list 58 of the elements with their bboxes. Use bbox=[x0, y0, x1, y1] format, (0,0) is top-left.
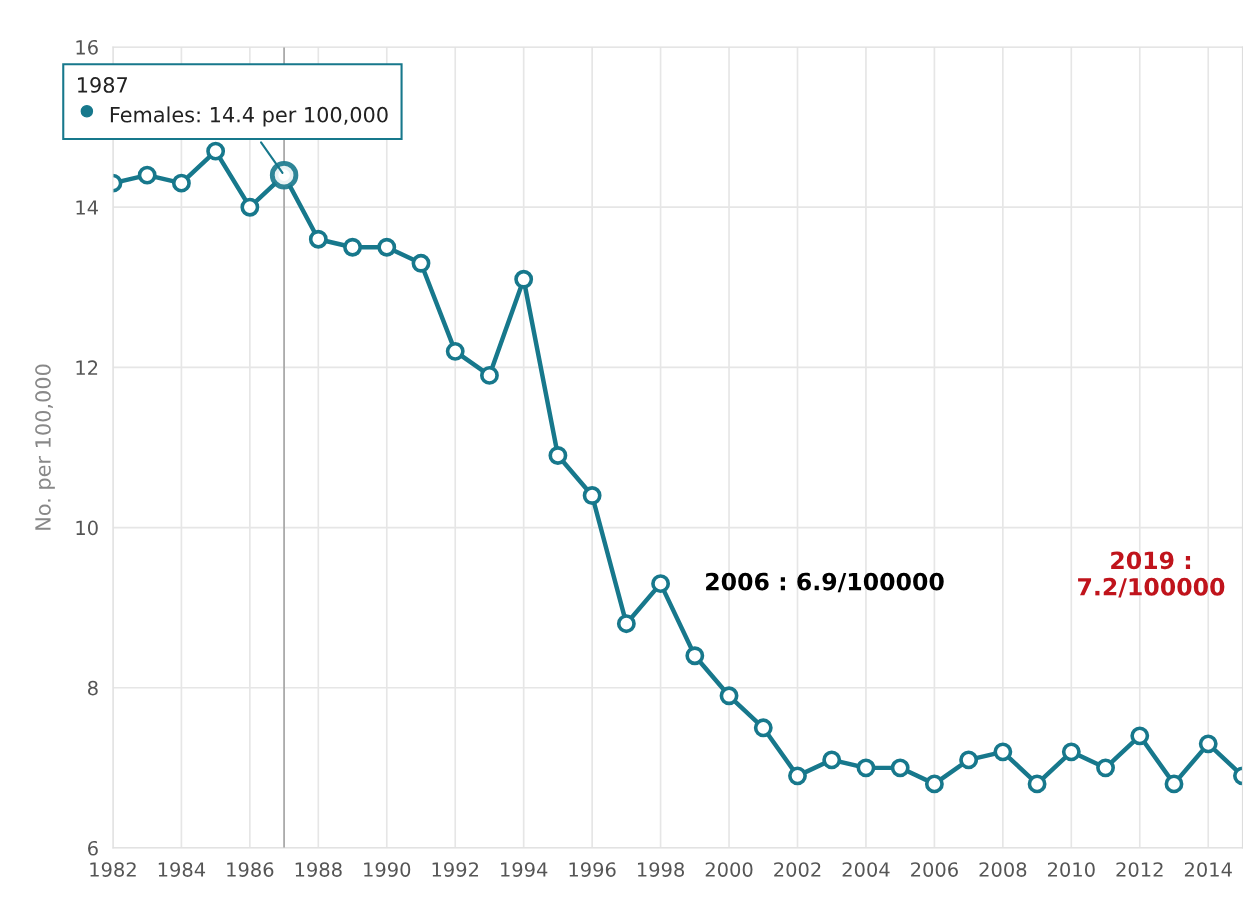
x-tick-label: 2012 bbox=[1116, 862, 1163, 877]
x-tick-label: 1982 bbox=[90, 862, 136, 877]
point bbox=[514, 269, 534, 289]
point bbox=[1164, 774, 1184, 794]
annotation: 1987 Females: 14.4 per 100,000 bbox=[78, 77, 388, 127]
x-tick-label: 1996 bbox=[569, 862, 616, 877]
annotation: 2019 : 7.2/100000 bbox=[1078, 551, 1225, 598]
x-tick-label: 2010 bbox=[1048, 862, 1095, 877]
point bbox=[1061, 742, 1081, 762]
x-tick-label: 1984 bbox=[158, 862, 206, 877]
point bbox=[924, 774, 944, 794]
y-tick-label: 16 bbox=[76, 39, 98, 55]
point bbox=[240, 197, 260, 217]
y-tick-label: 14 bbox=[76, 200, 98, 215]
x-tick-label: 2004 bbox=[842, 862, 890, 877]
point bbox=[343, 237, 362, 257]
y-axis-title: No. per 100,000 bbox=[35, 364, 55, 530]
x-tick-label: 2014 bbox=[1184, 862, 1232, 877]
x-tick-label: 1994 bbox=[501, 862, 548, 877]
x-tick-label: 2006 bbox=[911, 862, 958, 877]
point bbox=[548, 446, 568, 465]
x-tick-label: 1998 bbox=[637, 862, 684, 877]
point bbox=[377, 237, 397, 257]
point bbox=[719, 686, 739, 706]
x-tick-label: 2008 bbox=[979, 862, 1027, 877]
point bbox=[1130, 726, 1150, 746]
point bbox=[206, 141, 226, 161]
x-tick-label: 1990 bbox=[364, 862, 411, 877]
point bbox=[616, 614, 636, 634]
point bbox=[788, 766, 807, 786]
point bbox=[411, 253, 431, 273]
point bbox=[137, 165, 157, 185]
point bbox=[480, 365, 499, 385]
point bbox=[753, 718, 773, 738]
point bbox=[890, 758, 910, 778]
x-tick-label: 2000 bbox=[705, 862, 753, 877]
y-tick-label: 10 bbox=[76, 520, 98, 536]
point bbox=[959, 750, 979, 770]
point bbox=[1198, 734, 1218, 754]
point bbox=[1027, 774, 1047, 794]
point bbox=[445, 341, 465, 361]
point bbox=[308, 229, 328, 249]
point bbox=[651, 574, 671, 594]
y-tick-label: 8 bbox=[88, 680, 98, 696]
point bbox=[856, 758, 876, 778]
x-tick-label: 1992 bbox=[432, 862, 479, 877]
x-tick-label: 1988 bbox=[295, 862, 342, 877]
point bbox=[1096, 758, 1115, 778]
point bbox=[685, 646, 705, 666]
x-tick-label: 1986 bbox=[227, 862, 274, 877]
point bbox=[993, 742, 1013, 762]
y-tick-label: 6 bbox=[88, 840, 98, 856]
x-tick-label: 2002 bbox=[774, 862, 821, 877]
point bbox=[171, 173, 191, 193]
annotation: 2006 : 6.9/100000 bbox=[706, 572, 944, 593]
point bbox=[822, 750, 842, 770]
point bbox=[582, 486, 602, 505]
y-tick-label: 12 bbox=[76, 360, 98, 375]
